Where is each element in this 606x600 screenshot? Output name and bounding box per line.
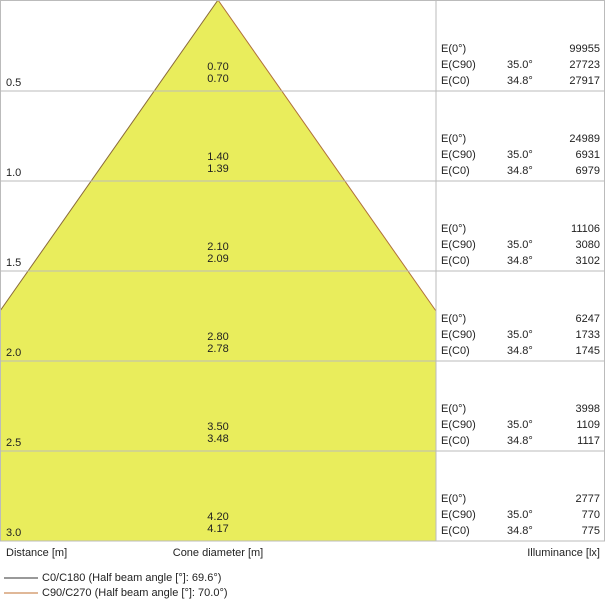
diameter-label: 2.09 — [207, 253, 228, 265]
diameter-label: 2.78 — [207, 343, 228, 355]
distance-label: 1.5 — [6, 257, 21, 269]
distance-label: 2.0 — [6, 347, 21, 359]
illuminance-label: E(C0) — [441, 525, 470, 537]
distance-label: 1.0 — [6, 167, 21, 179]
diameter-label: 2.10 — [207, 241, 228, 253]
angle-label: 35.0° — [507, 239, 533, 251]
illuminance-value: 1745 — [576, 345, 600, 357]
distance-label: 0.5 — [6, 77, 21, 89]
angle-label: 34.8° — [507, 435, 533, 447]
angle-label: 34.8° — [507, 255, 533, 267]
illuminance-value: 6931 — [576, 149, 600, 161]
footer-label: Distance [m] — [6, 547, 67, 559]
illuminance-label: E(C90) — [441, 329, 476, 341]
diameter-label: 4.17 — [207, 523, 228, 535]
angle-label: 34.8° — [507, 165, 533, 177]
illuminance-label: E(C0) — [441, 345, 470, 357]
angle-label: 35.0° — [507, 329, 533, 341]
legend-entry: C0/C180 (Half beam angle [°]: 69.6°) — [42, 572, 221, 584]
angle-label: 35.0° — [507, 509, 533, 521]
illuminance-value: 3080 — [576, 239, 600, 251]
angle-label: 34.8° — [507, 75, 533, 87]
distance-label: 2.5 — [6, 437, 21, 449]
illuminance-label: E(0°) — [441, 313, 466, 325]
cone-edge — [0, 0, 219, 312]
angle-label: 35.0° — [507, 149, 533, 161]
diameter-label: 1.40 — [207, 151, 228, 163]
illuminance-label: E(C0) — [441, 165, 470, 177]
illuminance-value: 27723 — [569, 59, 600, 71]
diameter-label: 0.70 — [207, 61, 228, 73]
illuminance-label: E(C90) — [441, 419, 476, 431]
angle-label: 34.8° — [507, 345, 533, 357]
footer-label: Cone diameter [m] — [173, 547, 263, 559]
illuminance-value: 27917 — [569, 75, 600, 87]
illuminance-label: E(0°) — [441, 43, 466, 55]
illuminance-label: E(C90) — [441, 239, 476, 251]
illuminance-label: E(0°) — [441, 493, 466, 505]
diameter-label: 4.20 — [207, 511, 228, 523]
illuminance-value: 11106 — [571, 223, 600, 235]
diameter-label: 0.70 — [207, 73, 228, 85]
distance-label: 3.0 — [6, 527, 21, 539]
illuminance-label: E(C0) — [441, 75, 470, 87]
illuminance-label: E(C90) — [441, 59, 476, 71]
illuminance-label: E(0°) — [441, 223, 466, 235]
legend-entry: C90/C270 (Half beam angle [°]: 70.0°) — [42, 587, 228, 599]
illuminance-value: 1117 — [577, 435, 600, 447]
footer-label: Illuminance [lx] — [527, 547, 600, 559]
diameter-label: 3.48 — [207, 433, 228, 445]
illuminance-value: 770 — [582, 509, 600, 521]
illuminance-label: E(C90) — [441, 509, 476, 521]
angle-label: 35.0° — [507, 419, 533, 431]
illuminance-value: 6979 — [576, 165, 600, 177]
illuminance-value: 1109 — [576, 419, 600, 431]
diameter-label: 3.50 — [207, 421, 228, 433]
illuminance-value: 3102 — [576, 255, 600, 267]
illuminance-value: 99955 — [569, 43, 600, 55]
illuminance-value: 2777 — [576, 493, 600, 505]
illuminance-value: 3998 — [576, 403, 600, 415]
illuminance-label: E(C0) — [441, 435, 470, 447]
illuminance-value: 775 — [582, 525, 600, 537]
cone-edge — [217, 0, 437, 312]
illuminance-label: E(0°) — [441, 133, 466, 145]
diameter-label: 2.80 — [207, 331, 228, 343]
angle-label: 35.0° — [507, 59, 533, 71]
angle-label: 34.8° — [507, 525, 533, 537]
illuminance-value: 24989 — [569, 133, 600, 145]
illuminance-value: 6247 — [576, 313, 600, 325]
diameter-label: 1.39 — [207, 163, 228, 175]
illuminance-label: E(0°) — [441, 403, 466, 415]
illuminance-label: E(C90) — [441, 149, 476, 161]
illuminance-label: E(C0) — [441, 255, 470, 267]
illuminance-value: 1733 — [576, 329, 600, 341]
